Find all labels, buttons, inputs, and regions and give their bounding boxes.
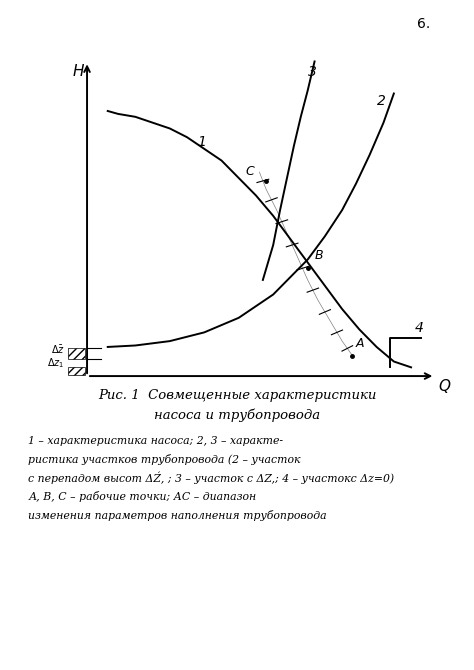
Bar	[68, 348, 85, 358]
Text: C: C	[246, 165, 255, 178]
Text: А, В, C – рабочие точки; АC – диапазон: А, В, C – рабочие точки; АC – диапазон	[28, 492, 256, 502]
Text: H: H	[73, 64, 84, 79]
Text: 2: 2	[377, 94, 385, 108]
Text: B: B	[315, 249, 323, 263]
Text: 4: 4	[415, 322, 423, 336]
Text: A: A	[356, 337, 365, 350]
Text: Q: Q	[438, 379, 451, 394]
Text: 1: 1	[197, 135, 206, 149]
Text: изменения параметров наполнения трубопровода: изменения параметров наполнения трубопро…	[28, 511, 327, 521]
Bar	[68, 367, 85, 375]
Text: Рис. 1  Совмещенные характеристики: Рис. 1 Совмещенные характеристики	[98, 389, 376, 401]
Text: насоса и трубопровода: насоса и трубопровода	[154, 408, 320, 421]
Text: 6.: 6.	[417, 17, 430, 31]
Text: ристика участков трубопровода (2 – участок: ристика участков трубопровода (2 – участ…	[28, 454, 301, 465]
Text: $\Delta z_1$: $\Delta z_1$	[47, 356, 64, 370]
Text: с перепадом высот ΔŹ, ; 3 – участок с ΔZ,; 4 – участокс Δz=0): с перепадом высот ΔŹ, ; 3 – участок с ΔZ…	[28, 471, 394, 484]
Text: 1 – характеристика насоса; 2, 3 – характе-: 1 – характеристика насоса; 2, 3 – характ…	[28, 436, 283, 446]
Text: 3: 3	[308, 65, 317, 79]
Text: $\Delta\bar{z}$: $\Delta\bar{z}$	[51, 344, 64, 356]
